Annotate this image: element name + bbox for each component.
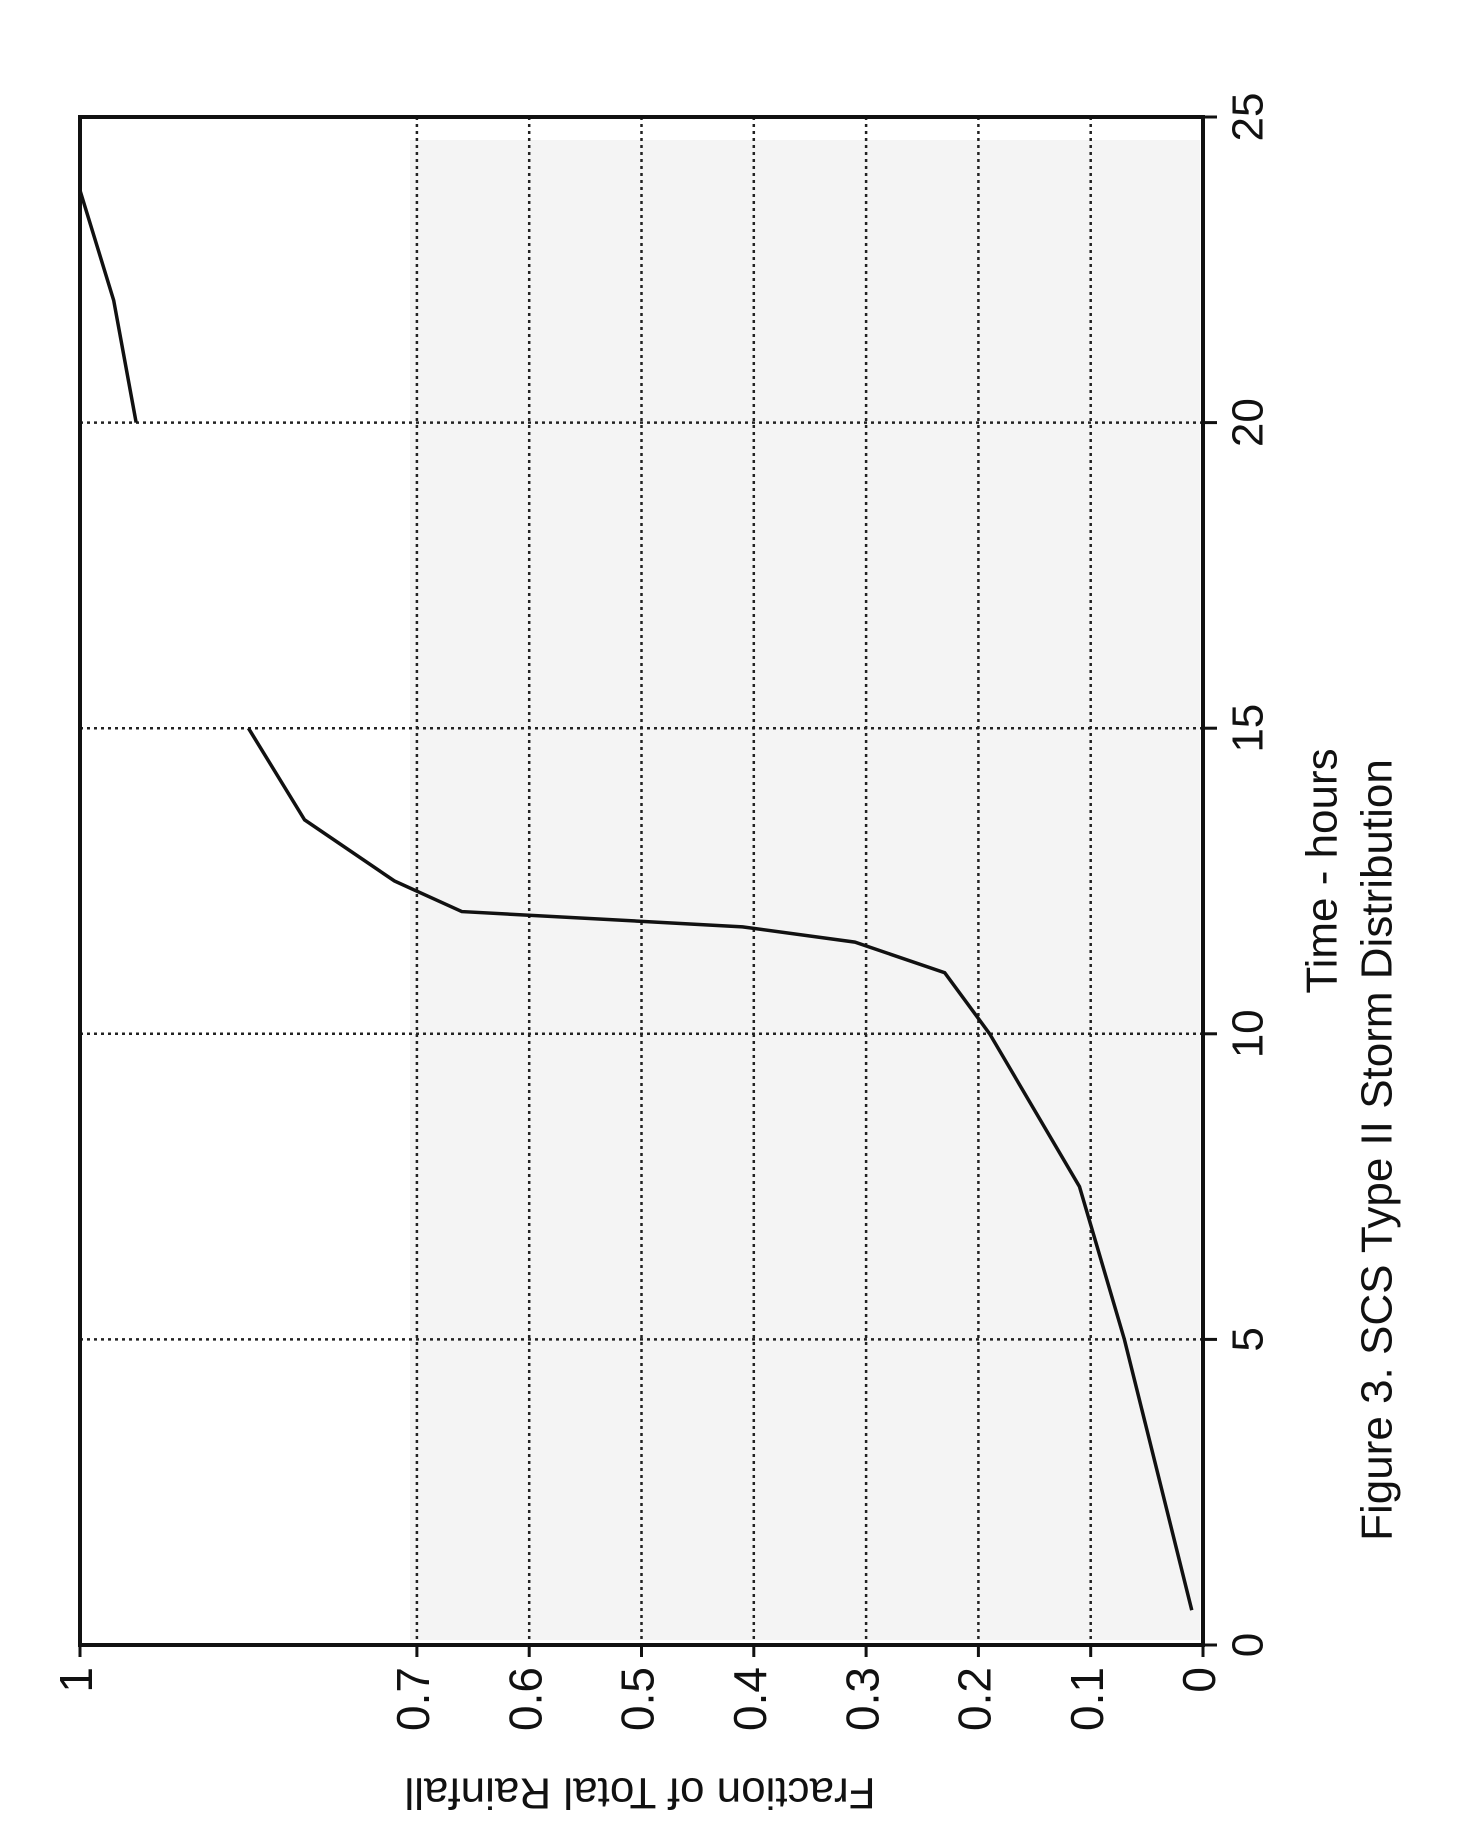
data-line — [78, 189, 1194, 1611]
x-tick-label: 0 — [1224, 1633, 1273, 1657]
y-tick-label: 0.6 — [499, 1667, 551, 1731]
x-tick-label: 5 — [1224, 1327, 1273, 1351]
y-tick-label: 0.1 — [1061, 1667, 1113, 1731]
y-tick-label: 0.4 — [724, 1667, 776, 1731]
plot-shading — [410, 140, 1200, 1640]
x-tick-label: 10 — [1224, 1009, 1273, 1058]
y-tick-label: 0.3 — [836, 1667, 888, 1731]
y-tick-label: 0.7 — [387, 1667, 439, 1731]
x-tick-label: 15 — [1224, 704, 1273, 753]
x-axis-title: Time - hours — [1298, 748, 1347, 993]
plot-frame — [78, 115, 1205, 1647]
x-tick-label: 25 — [1224, 93, 1273, 142]
y-tick-label: 0.2 — [949, 1667, 1001, 1731]
y-tick-label: 0.5 — [612, 1667, 664, 1731]
y-axis-title: Fraction of Total Rainfall — [404, 1768, 875, 1817]
x-tick-label: 20 — [1224, 398, 1273, 447]
chart-title: Figure 3. SCS Type II Storm Distribution — [1353, 759, 1402, 1541]
y-tick-label: 0 — [1173, 1667, 1225, 1693]
y-tick-label: 1 — [50, 1667, 102, 1693]
